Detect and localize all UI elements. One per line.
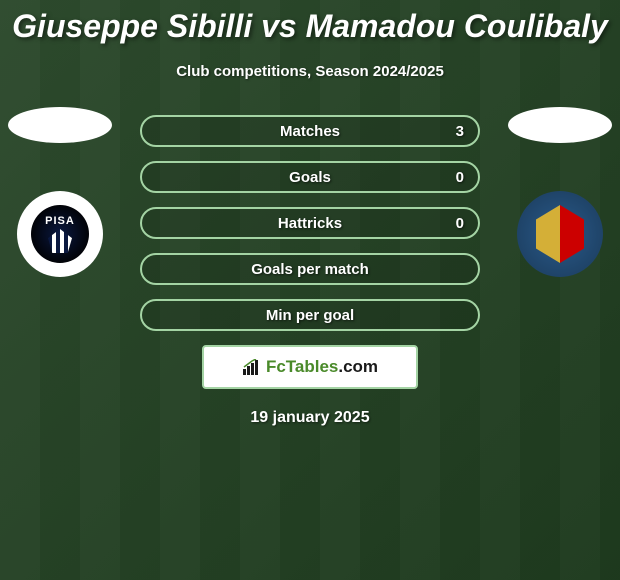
stat-right-value: 3 [456, 123, 464, 140]
stat-label: Min per goal [142, 307, 478, 324]
club-badge-right [517, 191, 603, 277]
date-label: 19 january 2025 [0, 409, 620, 427]
chart-icon [242, 359, 262, 375]
pisa-badge-text: PISA [45, 215, 75, 227]
stat-label: Goals [142, 169, 478, 186]
branding-suffix: .com [338, 357, 378, 376]
branding-text: FcTables.com [266, 357, 378, 377]
page-title: Giuseppe Sibilli vs Mamadou Coulibaly [0, 0, 620, 45]
player-right-photo-placeholder [508, 107, 612, 143]
stat-row-matches: Matches 3 [140, 115, 480, 147]
club-badge-left: PISA [17, 191, 103, 277]
stat-rows: Matches 3 Goals 0 Hattricks 0 Goals per … [140, 115, 480, 331]
branding-box: FcTables.com [202, 345, 418, 389]
comparison-area: PISA Matches 3 Goals 0 [0, 115, 620, 427]
pisa-shield-icon [48, 229, 72, 253]
branding-main: FcTables [266, 357, 338, 376]
stat-right-value: 0 [456, 169, 464, 186]
stat-right-value: 0 [456, 215, 464, 232]
stat-row-goals-per-match: Goals per match [140, 253, 480, 285]
stat-row-goals: Goals 0 [140, 161, 480, 193]
catanzaro-badge-icon [536, 205, 584, 263]
stat-row-hattricks: Hattricks 0 [140, 207, 480, 239]
player-right-column [508, 107, 612, 277]
player-left-column: PISA [8, 107, 112, 277]
player-left-photo-placeholder [8, 107, 112, 143]
stat-label: Goals per match [142, 261, 478, 278]
stat-row-min-per-goal: Min per goal [140, 299, 480, 331]
subtitle: Club competitions, Season 2024/2025 [0, 63, 620, 80]
pisa-badge-icon: PISA [31, 205, 89, 263]
stat-label: Matches [142, 123, 478, 140]
stat-label: Hattricks [142, 215, 478, 232]
